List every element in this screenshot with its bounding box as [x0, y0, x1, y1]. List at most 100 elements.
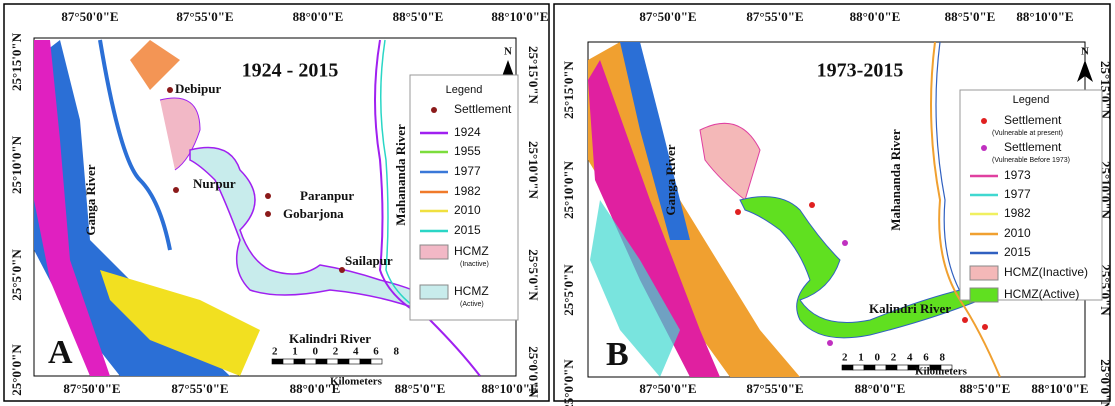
- scale-bar: [371, 359, 382, 364]
- latitude-label: 25°10'0"N: [9, 135, 24, 194]
- legend-label: 2010: [454, 203, 481, 217]
- legend-label: 1982: [1004, 206, 1031, 220]
- longitude-label: 88°5'0"E: [960, 381, 1011, 396]
- longitude-label: 88°10'0"E: [1031, 381, 1088, 396]
- legend-label: HCMZ(Inactive): [1004, 265, 1088, 279]
- scale-bar: [897, 365, 908, 370]
- latitude-label: 25°10'0"N: [561, 160, 576, 219]
- longitude-label: 87°50'0"E: [63, 381, 120, 396]
- scale-ticks: 2 1 0 2 4 6 8: [842, 352, 949, 364]
- scale-bar: [360, 359, 371, 364]
- scale-unit: Kilometers: [330, 376, 383, 388]
- panel-letter: A: [48, 334, 73, 371]
- legend-label: 1982: [454, 184, 481, 198]
- legend-swatch: [970, 266, 998, 280]
- scale-bar: [864, 365, 875, 370]
- legend-swatch: [970, 288, 998, 302]
- latitude-label: 25°10'0"N: [526, 141, 541, 200]
- latitude-label: 25°0'0"N: [9, 344, 24, 396]
- legend-label: 2015: [454, 223, 481, 237]
- latitude-label: 25°5'0"N: [9, 249, 24, 301]
- longitude-label: 87°55'0"E: [746, 381, 803, 396]
- north-label: N: [1081, 46, 1089, 58]
- legend-label: HCMZ: [454, 284, 489, 298]
- longitude-label: 87°55'0"E: [176, 9, 233, 24]
- panel-letter: B: [606, 336, 629, 373]
- legend-title: Legend: [446, 84, 483, 96]
- legend-title: Legend: [1013, 94, 1050, 106]
- legend-sublabel: (Inactive): [460, 261, 489, 268]
- figure: 87°50'0"E 87°55'0"E 88°0'0"E 88°5'0"E 88°10'…: [0, 0, 1115, 406]
- longitude-label: 87°55'0"E: [746, 9, 803, 24]
- legend-label: 2015: [1004, 245, 1031, 259]
- scale-bar: [886, 365, 897, 370]
- legend-label: HCMZ: [454, 244, 489, 258]
- latitude-label: 25°5'0"N: [526, 249, 541, 301]
- legend-swatch: [420, 285, 448, 299]
- river-label: Mahananda River: [888, 129, 903, 231]
- settlement-dot: [173, 187, 179, 193]
- legend-sublabel: (Vulnerable at present): [992, 130, 1063, 137]
- longitude-label: 88°0'0"E: [850, 9, 901, 24]
- map-title: 1973-2015: [817, 60, 904, 82]
- scale-bar: [305, 359, 316, 364]
- latitude-label: 25°15'0"N: [9, 32, 24, 91]
- longitude-label: 87°50'0"E: [61, 9, 118, 24]
- scale-bar: [327, 359, 338, 364]
- legend-label: 1977: [454, 164, 481, 178]
- longitude-label: 88°0'0"E: [293, 9, 344, 24]
- latitude-label: 25°5'0"N: [561, 264, 576, 316]
- latitude-label: 25°15'0"N: [561, 60, 576, 119]
- settlement-label: Nurpur: [193, 176, 236, 191]
- legend-label: Settlement: [1004, 140, 1062, 154]
- scale-ticks: 2 1 0 2 4 6 8: [272, 346, 405, 358]
- scale-bar: [338, 359, 349, 364]
- settlement-dot: [167, 87, 173, 93]
- river-label: Mahananda River: [393, 124, 408, 226]
- legend-label: 1977: [1004, 187, 1031, 201]
- settlement-label: Sailapur: [345, 253, 393, 268]
- scale-bar: [875, 365, 886, 370]
- settlement-label: Paranpur: [300, 188, 354, 203]
- river-label: Ganga River: [663, 144, 678, 215]
- longitude-label: 87°50'0"E: [639, 381, 696, 396]
- legend-swatch: [420, 245, 448, 259]
- longitude-label: 88°10'0"E: [1016, 9, 1073, 24]
- settlement-label: Debipur: [175, 81, 221, 96]
- legend-label: HCMZ(Active): [1004, 287, 1079, 301]
- scale-bar: [349, 359, 360, 364]
- longitude-label: 88°5'0"E: [945, 9, 996, 24]
- scale-bar: [294, 359, 305, 364]
- longitude-label: 88°5'0"E: [393, 9, 444, 24]
- north-label: N: [504, 46, 512, 58]
- scale-bar: [853, 365, 864, 370]
- settlement-dot: [265, 193, 271, 199]
- legend-label: 1973: [1004, 168, 1031, 182]
- latitude-label: 25°0'0"N: [1098, 359, 1113, 406]
- river-label: Ganga River: [83, 164, 98, 235]
- scale-bar: [283, 359, 294, 364]
- longitude-label: 87°55'0"E: [171, 381, 228, 396]
- legend-label: Settlement: [454, 102, 512, 116]
- river-label: Kalindri River: [869, 301, 951, 316]
- settlement-dot: [265, 211, 271, 217]
- latitude-label: 25°15'0"N: [526, 46, 541, 105]
- map-title: 1924 - 2015: [242, 60, 339, 82]
- legend-sublabel: (Active): [460, 301, 484, 308]
- longitude-label: 88°0'0"E: [855, 381, 906, 396]
- legend-dot: [981, 118, 987, 124]
- latitude-label: 25°0'0"N: [526, 346, 541, 398]
- legend-sublabel: (Vulnerable Before 1973): [992, 157, 1070, 164]
- longitude-label: 88°10'0"E: [491, 9, 548, 24]
- river-label: Kalindri River: [289, 331, 371, 346]
- legend-label: 2010: [1004, 226, 1031, 240]
- legend-label: 1924: [454, 125, 481, 139]
- longitude-label: 88°5'0"E: [395, 381, 446, 396]
- latitude-label: 25°0'0"N: [561, 359, 576, 406]
- legend: LegendSettlement192419551977198220102015…: [410, 75, 518, 320]
- scale-bar: [272, 359, 283, 364]
- scale-unit: Kilometers: [915, 366, 968, 378]
- settlement-label: Gobarjona: [283, 206, 344, 221]
- longitude-label: 87°50'0"E: [639, 9, 696, 24]
